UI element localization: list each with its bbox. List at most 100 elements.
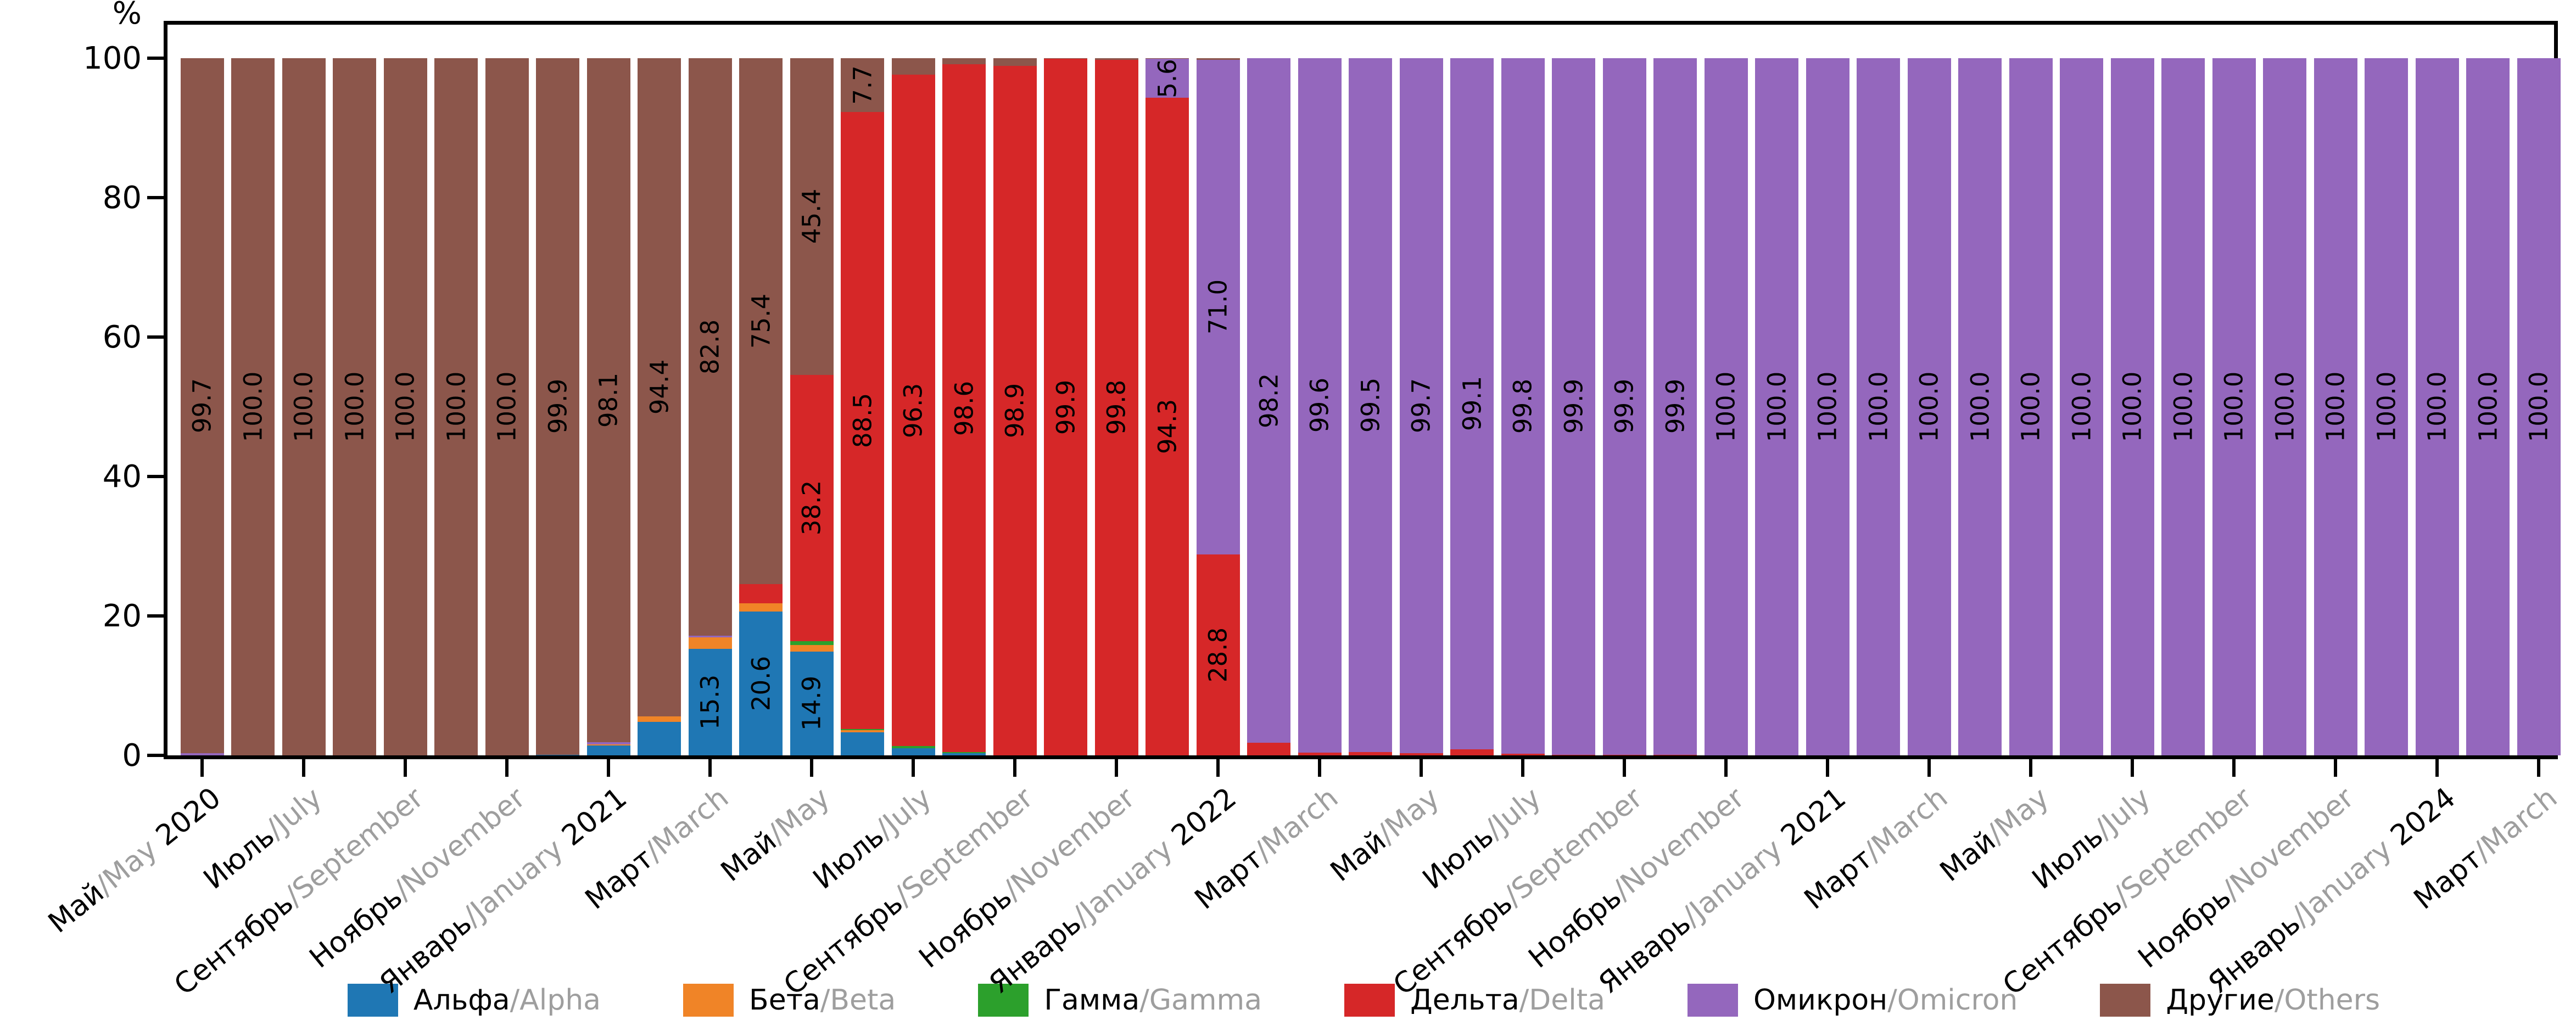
x-tick-mark: [2131, 759, 2134, 777]
bar-segment: [638, 722, 681, 755]
bar-segment: [1196, 59, 1240, 555]
bar-segment: [1044, 59, 1087, 755]
bar-segment: [790, 641, 834, 646]
bar-segment: [1399, 753, 1443, 755]
bar-segment: [1349, 58, 1392, 752]
bar-value-label: 99.9: [1610, 379, 1639, 434]
bar-segment: [1094, 58, 1138, 60]
bar-value-label: 100.0: [2372, 371, 2401, 442]
bar-segment: [841, 728, 884, 731]
bar-segment: [1806, 58, 1849, 755]
bar-segment: [688, 648, 732, 755]
x-label-russian: Июль: [1417, 820, 1500, 896]
bar-value-label: 45.4: [797, 189, 826, 244]
bar-value-label: 98.9: [1000, 383, 1030, 439]
bar-segment: [1552, 58, 1595, 755]
bar-segment: [739, 58, 783, 584]
bar-segment: [790, 651, 834, 755]
bar-segment: [942, 752, 986, 754]
x-label-english: /March: [1248, 781, 1345, 868]
x-tick-mark: [708, 759, 712, 777]
bar-value-label: 38.2: [797, 480, 826, 536]
x-tick-mark: [2029, 759, 2032, 777]
x-tick-mark: [1623, 759, 1626, 777]
x-tick-mark: [1216, 759, 1220, 777]
x-label-year: 2021: [1768, 781, 1853, 859]
x-label-year: 2022: [1158, 781, 1243, 859]
bar-segment: [688, 635, 732, 638]
bar-segment: [841, 111, 884, 729]
legend-label-russian: Альфа: [413, 984, 510, 1017]
x-tick-mark: [1115, 759, 1118, 777]
bar-value-label: 99.1: [1457, 376, 1487, 431]
bar-segment: [1450, 749, 1494, 755]
x-tick-mark: [2537, 759, 2540, 777]
bar-segment: [891, 748, 935, 755]
bar-segment: [1399, 58, 1443, 754]
bar-segment: [993, 65, 1037, 755]
bar-segment: [942, 58, 986, 65]
bar-segment: [2161, 58, 2205, 755]
x-label-year: 2024: [2377, 781, 2462, 859]
bar-value-label: 96.3: [898, 383, 928, 439]
bar-value-label: 100.0: [2270, 371, 2299, 442]
bar-segment: [231, 58, 275, 755]
x-tick-mark: [1420, 759, 1423, 777]
bar-value-label: 71.0: [1203, 279, 1233, 335]
x-label-english: /March: [2467, 781, 2564, 868]
bar-segment: [1298, 58, 1342, 753]
bar-segment: [2060, 58, 2103, 755]
legend-swatch: [347, 984, 398, 1017]
bar-segment: [2212, 58, 2256, 755]
bar-value-label: 98.1: [594, 372, 623, 428]
bar-segment: [841, 730, 884, 733]
bar-segment: [688, 637, 732, 649]
bar-segment: [1501, 754, 1545, 755]
y-axis-tick-label: 0: [122, 737, 142, 773]
bar-value-label: 5.6: [1153, 59, 1182, 98]
bar-value-label: 7.7: [848, 65, 877, 105]
bar-value-label: 100.0: [2321, 371, 2350, 442]
legend-swatch: [1687, 984, 1738, 1017]
legend-item: Дельта/Delta: [1344, 984, 1605, 1017]
x-label-year: 2021: [549, 781, 634, 859]
bar-value-label: 75.4: [746, 293, 775, 349]
bar-value-label: 100.0: [1813, 371, 1842, 442]
bar-value-label: 99.7: [1406, 378, 1436, 434]
x-label-russian: Июль: [807, 820, 891, 896]
bar-value-label: 100.0: [2422, 371, 2452, 442]
bar-segment: [1349, 752, 1392, 755]
y-axis-tick-label: 80: [102, 180, 142, 216]
bar-value-label: 15.3: [695, 674, 725, 730]
bar-value-label: 100.0: [2169, 371, 2198, 442]
x-tick-mark: [505, 759, 509, 777]
y-tick-mark: [147, 57, 164, 60]
bar-segment: [586, 742, 630, 744]
bar-segment: [1653, 58, 1697, 755]
x-tick-mark: [2334, 759, 2337, 777]
bar-value-label: 99.9: [1661, 379, 1690, 434]
bar-segment: [891, 58, 935, 75]
legend-swatch: [978, 984, 1029, 1017]
bar-value-label: 98.2: [1254, 373, 1283, 428]
bar-segment: [1450, 58, 1494, 749]
bar-value-label: 99.6: [1305, 378, 1334, 433]
legend-item: Омикрон/Omicron: [1687, 984, 2018, 1017]
bar-segment: [1145, 98, 1189, 755]
y-tick-mark: [147, 335, 164, 339]
bar-segment: [638, 716, 681, 722]
bar-segment: [282, 58, 326, 755]
bar-value-label: 98.6: [949, 380, 979, 436]
bar-value-label: 100.0: [2524, 371, 2553, 442]
bar-segment: [1298, 752, 1342, 755]
y-tick-mark: [147, 196, 164, 199]
x-label-english: /March: [1858, 781, 1954, 868]
bar-value-label: 99.8: [1102, 380, 1131, 435]
legend-label-russian: Гамма: [1044, 984, 1140, 1017]
bar-value-label: 100.0: [390, 371, 420, 442]
bar-value-label: 82.8: [695, 319, 725, 374]
x-tick-mark: [2435, 759, 2439, 777]
x-label-english: /March: [639, 781, 735, 868]
bar-value-label: 100.0: [2473, 371, 2502, 442]
